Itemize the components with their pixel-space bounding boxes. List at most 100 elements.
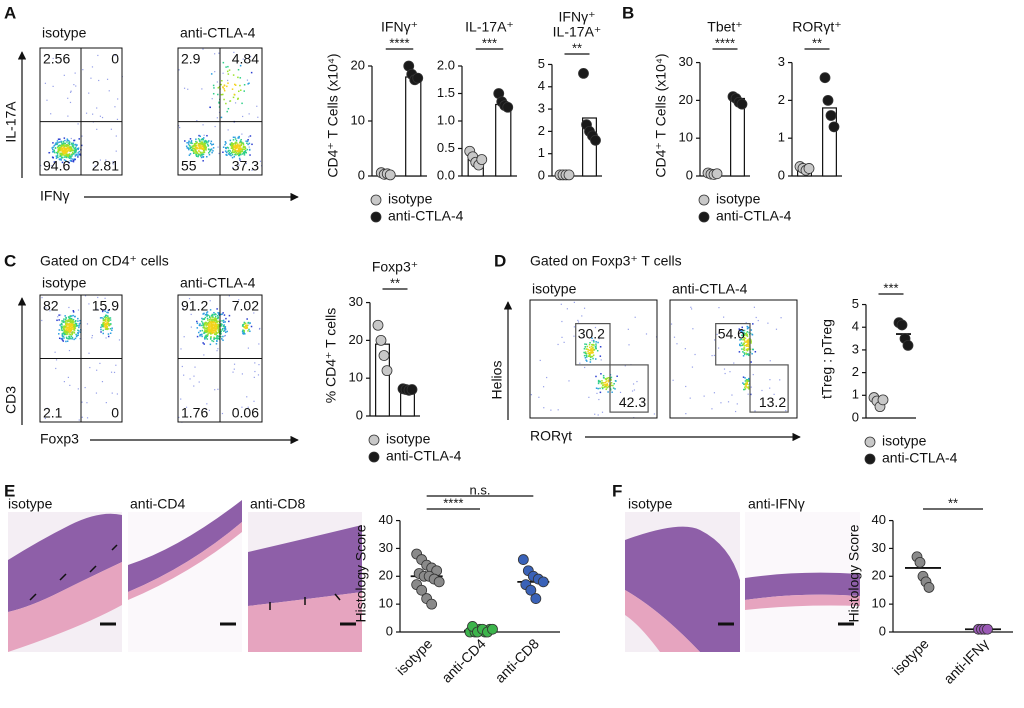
flow-dot <box>210 323 212 325</box>
flow-dot <box>750 329 753 331</box>
flow-dot <box>773 393 775 395</box>
flow-dot <box>95 392 98 394</box>
flow-dot <box>750 361 752 363</box>
flow-dot <box>187 88 189 90</box>
flow-dot <box>56 156 58 158</box>
flow-dots <box>178 48 263 171</box>
flow-dot <box>723 316 725 318</box>
gate-value: 30.2 <box>578 325 605 341</box>
flow-dot <box>61 334 64 337</box>
flow-dot <box>211 325 213 328</box>
flow-dot <box>63 143 65 146</box>
flow-dot <box>190 140 193 142</box>
flow-dot <box>244 150 247 152</box>
flow-dot <box>206 143 209 146</box>
flow-dot <box>106 328 108 331</box>
y-tick-label: 10 <box>679 130 693 145</box>
flow-dot <box>203 146 206 148</box>
flow-dot <box>63 325 65 327</box>
flow-dot <box>60 153 63 155</box>
x-tick-label: isotype <box>393 635 436 678</box>
flow-dot <box>741 344 744 347</box>
flow-dot <box>71 333 73 336</box>
flow-dot <box>68 153 71 155</box>
flow-dot <box>200 144 202 146</box>
flow-dot <box>627 328 629 330</box>
flow-dot <box>205 323 207 325</box>
flow-dot <box>746 341 748 343</box>
flow-dot <box>195 155 198 158</box>
gate-value: 2.1 <box>43 405 63 421</box>
flow-dot <box>231 151 233 153</box>
flow-dot <box>58 333 60 335</box>
flow-dot <box>612 387 615 389</box>
flow-dot <box>217 325 219 327</box>
data-point <box>384 169 396 181</box>
flow-dot <box>200 141 203 143</box>
flow-dot <box>591 355 594 358</box>
flow-dot <box>745 334 747 337</box>
flow-dot <box>72 326 74 328</box>
flow-dot <box>207 324 210 327</box>
y-tick-label: 0.0 <box>437 167 455 182</box>
flow-dot <box>603 382 605 384</box>
flow-dot <box>221 329 223 331</box>
flow-dot <box>239 147 242 149</box>
flow-dot <box>216 332 219 334</box>
flow-dot <box>61 153 64 155</box>
flow-dot <box>245 326 247 328</box>
gate-value: 4.84 <box>232 51 259 67</box>
flow-dot <box>67 330 69 333</box>
flow-dot <box>595 343 597 345</box>
flow-dot <box>745 322 747 324</box>
flow-dot <box>214 333 216 335</box>
flow-dot <box>107 317 109 320</box>
flow-dot <box>67 143 69 145</box>
flow-dot <box>197 145 200 147</box>
flow-dot <box>246 318 248 320</box>
legend-swatch <box>864 436 876 448</box>
image-label: anti-IFNγ <box>748 496 805 512</box>
flow-dot <box>107 335 110 338</box>
flow-dot <box>64 147 67 150</box>
data-point <box>378 350 390 361</box>
flow-dot <box>45 307 47 309</box>
flow-dot <box>234 145 236 147</box>
flow-dot <box>77 329 79 332</box>
flow-dot <box>233 368 235 370</box>
flow-dot <box>54 147 57 149</box>
flow-dot <box>73 327 76 329</box>
y-tick-label: 0 <box>686 167 693 182</box>
significance-label: **** <box>715 35 735 50</box>
flow-dot <box>205 408 207 410</box>
y-tick-label: 20 <box>679 92 693 107</box>
flow-dot <box>58 319 60 321</box>
flow-dot <box>46 99 48 101</box>
flow-dot <box>241 102 243 105</box>
flow-dot <box>75 149 78 151</box>
flow-dot <box>218 324 220 326</box>
flow-dot <box>746 325 749 328</box>
flow-dot <box>746 343 749 346</box>
flow-dot <box>247 347 249 349</box>
flow-dot <box>221 313 223 316</box>
flow-dot <box>213 329 216 331</box>
flow-dot <box>192 145 195 147</box>
flow-dot <box>239 142 241 144</box>
flow-dot <box>210 337 212 339</box>
flow-dot <box>597 379 600 382</box>
flow-dot <box>237 154 240 157</box>
flow-dot <box>224 329 226 332</box>
flow-dot <box>248 142 251 145</box>
flow-dot <box>214 71 216 73</box>
tissue <box>248 592 362 652</box>
flow-dot <box>217 87 220 89</box>
flow-dot <box>194 142 197 145</box>
flow-dot <box>59 324 61 326</box>
flow-dot <box>607 386 610 388</box>
flow-dot <box>747 343 750 345</box>
flow-dot <box>530 394 533 396</box>
flow-dot <box>543 407 545 409</box>
image-label: isotype <box>628 496 673 512</box>
flow-dot <box>65 316 67 319</box>
